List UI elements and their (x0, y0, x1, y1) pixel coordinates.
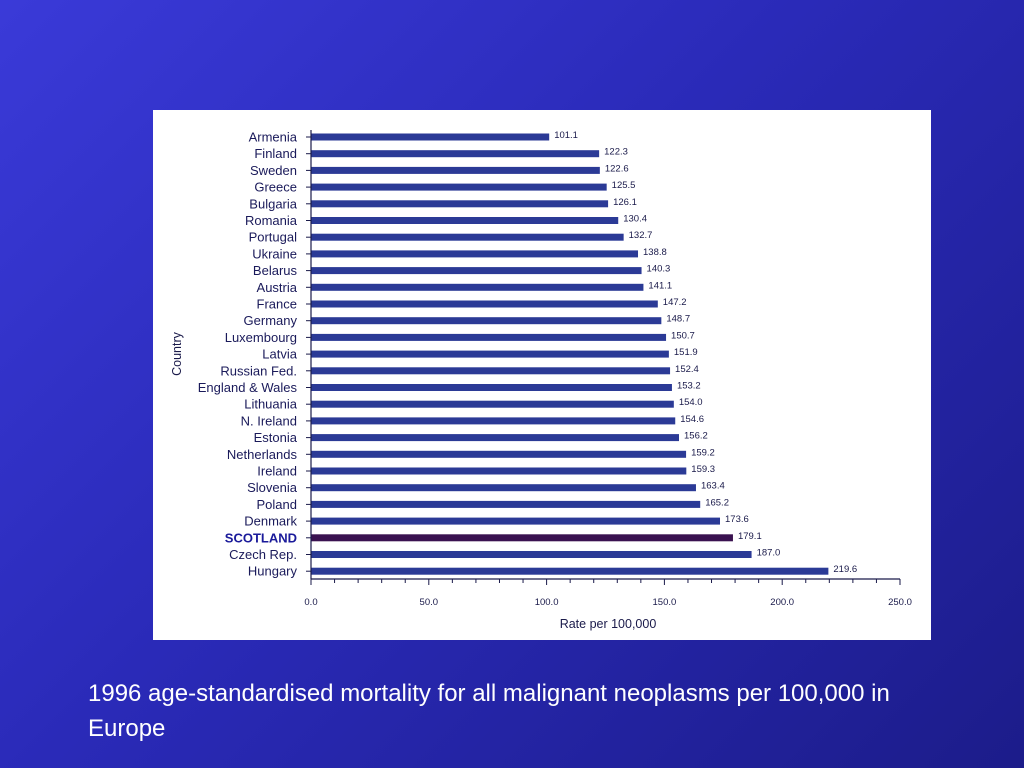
bar (311, 217, 619, 224)
category-label: Armenia (249, 130, 298, 145)
x-tick-label: 0.0 (304, 597, 317, 608)
value-label: 122.6 (605, 163, 629, 174)
bar (311, 300, 658, 308)
value-label: 122.3 (604, 147, 628, 158)
category-label: SCOTLAND (225, 530, 297, 545)
value-label: 130.4 (623, 214, 647, 225)
bar (311, 166, 600, 174)
chart-panel: 101.1 122.3 122.6 125.5 126.1 130.4 132.7 138.8… (153, 110, 931, 640)
value-label: 179.1 (738, 531, 762, 542)
bar (311, 567, 829, 575)
bar (311, 517, 721, 525)
value-label: 101.1 (554, 130, 578, 141)
category-label: Hungary (248, 564, 298, 579)
value-label: 154.6 (680, 414, 704, 425)
category-label: Lithuania (244, 397, 298, 412)
bar (311, 551, 752, 558)
category-label: Greece (254, 180, 297, 195)
bar (311, 283, 644, 291)
bar (311, 133, 550, 141)
bar (311, 350, 669, 358)
value-label: 219.6 (833, 564, 857, 575)
bar (311, 434, 680, 442)
category-label: Romania (245, 213, 298, 228)
category-label: Sweden (250, 163, 297, 178)
bar (311, 317, 662, 325)
bar (311, 400, 674, 408)
bar (311, 417, 676, 425)
category-label: Ukraine (252, 246, 297, 261)
x-tick-label: 50.0 (420, 597, 439, 608)
category-label: Russian Fed. (220, 363, 297, 378)
bar (311, 484, 696, 492)
x-tick-label: 200.0 (770, 597, 794, 608)
bar-chart: 101.1 122.3 122.6 125.5 126.1 130.4 132.7 138.8… (170, 130, 912, 632)
value-label: 125.5 (612, 180, 636, 191)
bars-layer: 101.1 122.3 122.6 125.5 126.1 130.4 132.7 138.8… (311, 130, 857, 575)
category-label: Finland (254, 146, 297, 161)
value-label: 159.2 (691, 447, 715, 458)
value-label: 187.0 (757, 548, 781, 559)
value-label: 148.7 (666, 314, 690, 325)
category-label: Belarus (253, 263, 298, 278)
value-label: 156.2 (684, 431, 708, 442)
value-label: 147.2 (663, 297, 687, 308)
x-tick-label: 100.0 (535, 597, 559, 608)
y-axis-title: Country (170, 331, 184, 376)
value-label: 151.9 (674, 347, 698, 358)
bar (311, 467, 687, 475)
value-label: 150.7 (671, 330, 695, 341)
category-label: Poland (257, 497, 297, 512)
value-label: 153.2 (677, 381, 701, 392)
category-label: Bulgaria (249, 196, 297, 211)
category-label: Czech Rep. (229, 547, 297, 562)
x-tick-label: 250.0 (888, 597, 912, 608)
category-label: Estonia (254, 430, 298, 445)
bar (311, 333, 667, 341)
category-label: Austria (257, 280, 298, 295)
value-label: 165.2 (705, 497, 729, 508)
bar (311, 233, 624, 241)
slide-caption: 1996 age-standardised mortality for all … (88, 680, 890, 742)
value-label: 173.6 (725, 514, 749, 525)
value-label: 163.4 (701, 481, 725, 492)
value-label: 132.7 (629, 230, 653, 241)
category-label: Denmark (244, 514, 297, 529)
category-label: Netherlands (227, 447, 298, 462)
category-label: Portugal (249, 230, 298, 245)
category-label: Ireland (257, 464, 297, 479)
value-label: 159.3 (691, 464, 715, 475)
bar (311, 384, 672, 391)
category-label: Latvia (262, 347, 297, 362)
bar (311, 367, 671, 375)
value-label: 152.4 (675, 364, 699, 375)
category-label: Luxembourg (225, 330, 297, 345)
bar-highlight (311, 534, 733, 542)
category-label: France (257, 297, 297, 312)
bar (311, 250, 639, 258)
x-axis-title: Rate per 100,000 (560, 617, 657, 631)
bar (311, 150, 600, 158)
category-label: England & Wales (198, 380, 298, 395)
bar (311, 200, 609, 208)
bar (311, 450, 687, 458)
axes-layer: 0.0 50.0 100.0 150.0 200.0 250.0 ArmeniaFinlan… (198, 130, 912, 609)
category-label: N. Ireland (241, 413, 297, 428)
category-label: Germany (244, 313, 298, 328)
x-tick-label: 150.0 (653, 597, 677, 608)
bar (311, 183, 607, 191)
value-label: 140.3 (647, 264, 671, 275)
value-label: 138.8 (643, 247, 667, 258)
category-label: Slovenia (247, 480, 298, 495)
value-label: 126.1 (613, 197, 637, 208)
value-label: 154.0 (679, 397, 703, 408)
bar (311, 267, 642, 275)
value-label: 141.1 (648, 280, 672, 291)
bar (311, 500, 701, 508)
